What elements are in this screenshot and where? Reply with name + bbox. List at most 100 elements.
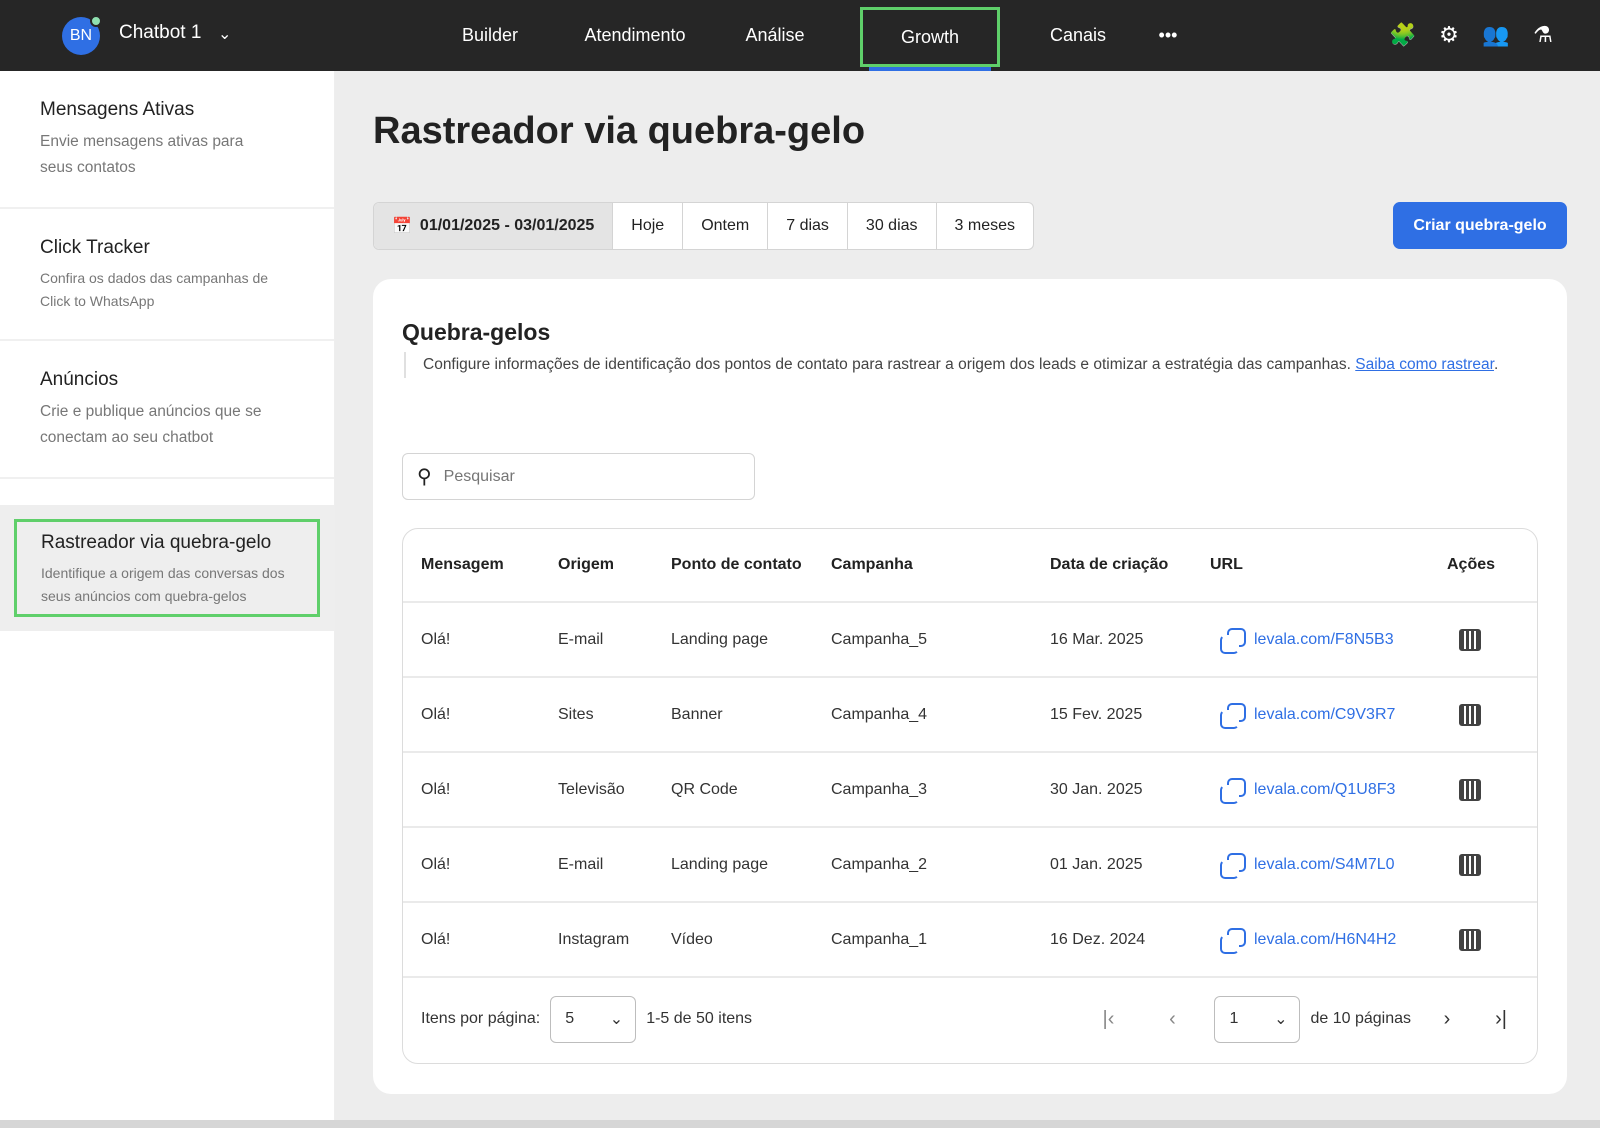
- page-title: Rastreador via quebra-gelo: [373, 110, 866, 152]
- qr-code-icon[interactable]: [1459, 628, 1481, 651]
- actions-cell: [1429, 703, 1529, 726]
- url-link[interactable]: levala.com/H6N4H2: [1254, 930, 1397, 948]
- nav-analise[interactable]: Análise: [745, 25, 805, 45]
- more-menu-icon[interactable]: •••: [1158, 25, 1178, 45]
- table-cell: Campanha_2: [831, 855, 928, 873]
- chatbot-selector[interactable]: Chatbot 1: [119, 22, 202, 43]
- sidebar-item-desc: Confira os dados das campanhas de Click …: [40, 270, 269, 309]
- copy-icon[interactable]: [1220, 927, 1246, 954]
- avatar-initials: BN: [69, 27, 93, 44]
- sidebar-item-click-tracker[interactable]: Click Tracker Confira os dados das campan…: [0, 209, 334, 341]
- url-link[interactable]: levala.com/S4M7L0: [1254, 855, 1395, 873]
- preset-hoje[interactable]: Hoje: [612, 203, 682, 249]
- table-cell: E-mail: [558, 855, 604, 873]
- online-status-dot: [90, 15, 102, 27]
- first-page-icon[interactable]: |‹: [1102, 1007, 1115, 1030]
- bottom-scrollbar[interactable]: [0, 1120, 1600, 1128]
- prev-page-icon[interactable]: ‹: [1169, 1007, 1176, 1030]
- page-select[interactable]: 1 ⌄: [1214, 995, 1301, 1043]
- url-link[interactable]: levala.com/F8N5B3: [1254, 630, 1394, 648]
- avatar[interactable]: BN: [62, 15, 102, 55]
- url-cell: levala.com/Q1U8F3: [1192, 777, 1429, 804]
- table-cell: Landing page: [671, 855, 768, 873]
- date-range-picker[interactable]: 📅 01/01/2025 - 03/01/2025: [374, 203, 613, 249]
- calendar-icon: 📅: [392, 218, 412, 235]
- table-cell: Campanha_1: [831, 930, 928, 948]
- url-cell: levala.com/S4M7L0: [1192, 852, 1429, 879]
- description-suffix: .: [1493, 356, 1499, 373]
- search-box[interactable]: ⚲: [402, 453, 755, 500]
- column-header: Origem: [558, 556, 615, 573]
- url-link[interactable]: levala.com/Q1U8F3: [1254, 780, 1396, 798]
- sidebar-item-desc: Crie e publique anúncios que se conectam…: [40, 403, 262, 446]
- preset-7-dias[interactable]: 7 dias: [767, 203, 847, 249]
- sidebar-item-rastreador[interactable]: Rastreador via quebra-gelo Identifique a …: [0, 505, 334, 631]
- per-page-select[interactable]: 5 ⌄: [550, 995, 637, 1043]
- url-link[interactable]: levala.com/C9V3R7: [1254, 705, 1396, 723]
- users-icon[interactable]: 👥: [1482, 22, 1510, 47]
- chevron-down-icon: ⌄: [609, 1011, 624, 1028]
- qr-code-icon[interactable]: [1459, 928, 1481, 951]
- sidebar-item-desc: Identifique a origem das conversas dos s…: [41, 565, 285, 604]
- sidebar-item-title: Mensagens Ativas: [40, 99, 195, 120]
- nav-growth[interactable]: Growth: [860, 7, 1000, 71]
- qr-code-icon[interactable]: [1459, 778, 1481, 801]
- table-row: Olá! E-mail Landing page Campanha_2 01 Jan. …: [403, 828, 1537, 903]
- table-cell: 01 Jan. 2025: [1050, 855, 1143, 873]
- sidebar-item-desc: Envie mensagens ativas para seus contato…: [40, 133, 244, 176]
- next-page-icon[interactable]: ›: [1443, 1007, 1451, 1030]
- table-header: Mensagem Origem Ponto de contato Campanha Da…: [403, 529, 1537, 603]
- table-row: Olá! Sites Banner Campanha_4 15 Fev. 2025 lev…: [403, 678, 1537, 753]
- table-cell: Olá!: [421, 855, 451, 873]
- actions-cell: [1429, 853, 1529, 876]
- qr-code-icon[interactable]: [1459, 853, 1481, 876]
- table-cell: 16 Mar. 2025: [1050, 630, 1144, 648]
- nav-canais[interactable]: Canais: [1049, 25, 1107, 45]
- preset-3-meses[interactable]: 3 meses: [935, 203, 1033, 249]
- sidebar: Mensagens Ativas Envie mensagens ativas p…: [0, 71, 335, 1120]
- url-cell: levala.com/F8N5B3: [1192, 627, 1429, 654]
- column-header: URL: [1210, 556, 1243, 573]
- last-page-icon[interactable]: ›|: [1495, 1007, 1507, 1030]
- copy-icon[interactable]: [1220, 702, 1246, 729]
- sidebar-item-mensagens-ativas[interactable]: Mensagens Ativas Envie mensagens ativas p…: [0, 71, 334, 209]
- actions-cell: [1429, 778, 1529, 801]
- chevron-down-icon[interactable]: ⌄: [218, 26, 232, 43]
- flask-icon[interactable]: ⚗: [1533, 22, 1553, 47]
- icebreakers-card: Quebra-gelos Configure informações de id…: [373, 279, 1567, 1094]
- table-row: Olá! E-mail Landing page Campanha_5 16 Mar. …: [403, 603, 1537, 678]
- search-input[interactable]: [443, 467, 724, 486]
- sidebar-item-title: Anúncios: [40, 369, 119, 390]
- create-icebreaker-button[interactable]: Criar quebra-gelo: [1393, 202, 1567, 249]
- qr-code-icon[interactable]: [1459, 703, 1481, 726]
- table-cell: 16 Dez. 2024: [1050, 930, 1146, 948]
- copy-icon[interactable]: [1220, 777, 1246, 804]
- puzzle-icon[interactable]: 🧩: [1389, 22, 1417, 47]
- url-cell: levala.com/C9V3R7: [1192, 702, 1429, 729]
- sidebar-item-title: Rastreador via quebra-gelo: [41, 532, 272, 553]
- card-title: Quebra-gelos: [402, 319, 551, 345]
- sidebar-item-anuncios[interactable]: Anúncios Crie e publique anúncios que se …: [0, 341, 334, 479]
- table-cell: 30 Jan. 2025: [1050, 780, 1143, 798]
- search-icon: ⚲: [417, 466, 432, 488]
- items-range: 1-5 de 50 itens: [646, 1010, 753, 1027]
- total-pages: de 10 páginas: [1310, 1010, 1411, 1027]
- nav-builder[interactable]: Builder: [461, 25, 519, 45]
- sidebar-item-title: Click Tracker: [40, 237, 150, 258]
- card-description: Configure informações de identificação d…: [404, 352, 1504, 378]
- learn-more-link[interactable]: Saiba como rastrear: [1355, 356, 1494, 373]
- column-header: Ponto de contato: [671, 556, 802, 573]
- gear-icon[interactable]: ⚙: [1439, 22, 1459, 47]
- copy-icon[interactable]: [1220, 852, 1246, 879]
- table-cell: Instagram: [558, 930, 630, 948]
- nav-atendimento[interactable]: Atendimento: [584, 25, 686, 45]
- page-value: 1: [1229, 1010, 1239, 1027]
- table-cell: Vídeo: [671, 930, 713, 948]
- per-page-label: Itens por página:: [421, 1010, 541, 1027]
- preset-ontem[interactable]: Ontem: [682, 203, 767, 249]
- preset-30-dias[interactable]: 30 dias: [846, 203, 936, 249]
- icebreakers-table: Mensagem Origem Ponto de contato Campanha Da…: [402, 528, 1538, 1064]
- table-cell: Campanha_3: [831, 780, 928, 798]
- copy-icon[interactable]: [1220, 627, 1246, 654]
- table-cell: E-mail: [558, 630, 604, 648]
